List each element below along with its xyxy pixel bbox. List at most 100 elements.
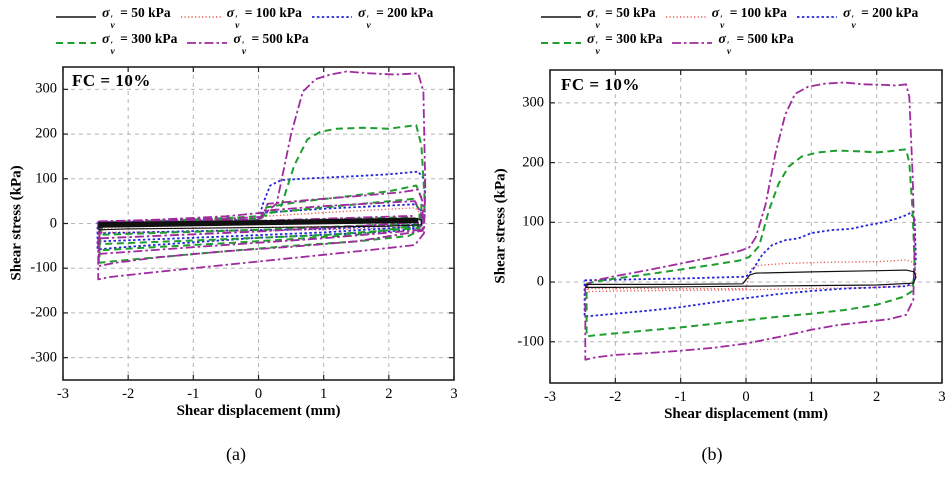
- legend-item-300kpa: σ ′ v = 300 kPa: [55, 31, 178, 57]
- x-tick-label: -3: [543, 389, 557, 405]
- prime-mark: ′: [241, 41, 245, 51]
- legend-label: σ ′ v = 500 kPa: [233, 31, 309, 57]
- x-tick-label: 3: [938, 389, 946, 405]
- sigma-prime-sub: ′ v: [720, 15, 725, 31]
- legend-value-text: = 100 kPa: [726, 5, 787, 20]
- legend: σ ′ v = 50 kPa σ ′ v = 100 kPa σ ′ v = 200 kPa σ ′…: [55, 5, 433, 57]
- x-tick-label: 0: [742, 389, 750, 405]
- legend-item-50kpa: σ ′ v = 50 kPa: [540, 5, 656, 31]
- sigma-prime-sub: ′ v: [366, 15, 370, 31]
- legend-swatch-200kpa-line: [311, 16, 352, 18]
- legend-row: σ ′ v = 50 kPa σ ′ v = 100 kPa σ ′ v = 200 kPa: [55, 5, 433, 31]
- subscript-v: v: [720, 21, 725, 31]
- prime-mark: ′: [851, 15, 855, 25]
- sigma-symbol: σ: [226, 6, 235, 21]
- legend-value-text: = 300 kPa: [601, 31, 663, 46]
- prime-mark: ′: [726, 41, 730, 51]
- legend-value-text: = 50 kPa: [116, 5, 171, 20]
- y-tick-label: -300: [30, 349, 57, 366]
- caption-b: (b): [701, 444, 723, 464]
- sigma-prime-sub: ′ v: [595, 41, 600, 57]
- y-tick-label: -100: [517, 333, 544, 350]
- legend-swatch-100kpa-line: [665, 16, 706, 18]
- x-tick-label: -2: [122, 386, 135, 402]
- series-group: [96, 70, 427, 281]
- legend-value-text: = 500 kPa: [248, 31, 309, 46]
- panel-b: σ ′ v = 50 kPa σ ′ v = 100 kPa σ ′ v = 200 kPa σ ′…: [476, 0, 952, 481]
- legend-swatch-300kpa-line: [56, 42, 96, 44]
- sigma-prime-sub: ′ v: [110, 41, 115, 57]
- legend-label: σ ′ v = 500 kPa: [718, 31, 793, 57]
- x-tick-label: -2: [609, 389, 622, 405]
- legend-swatch-50kpa-line: [541, 16, 581, 18]
- series-300-kpa: [585, 148, 916, 338]
- legend-label: σ ′ v = 100 kPa: [226, 5, 302, 31]
- subscript-v: v: [241, 47, 247, 57]
- legend-item-50kpa: σ ′ v = 50 kPa: [55, 5, 171, 31]
- legend-label: σ ′ v = 300 kPa: [587, 31, 663, 57]
- sigma-prime-sub: ′ v: [595, 15, 600, 31]
- series-500-kpa: [97, 70, 427, 281]
- sigma-symbol: σ: [587, 32, 595, 47]
- series-200-kpa: [96, 170, 426, 251]
- prime-mark: ′: [720, 15, 723, 25]
- subscript-v: v: [726, 47, 732, 57]
- legend-label: σ ′ v = 200 kPa: [357, 5, 433, 31]
- legend-item-100kpa: σ ′ v = 100 kPa: [665, 5, 787, 31]
- x-tick-label: 1: [320, 386, 328, 402]
- legend-item-200kpa: σ ′ v = 200 kPa: [311, 5, 433, 31]
- sigma-symbol: σ: [718, 32, 726, 47]
- y-tick-label: 200: [35, 125, 57, 142]
- legend-swatch-200kpa-line: [796, 16, 837, 18]
- legend-value-text: = 300 kPa: [116, 31, 178, 46]
- panel-a: σ ′ v = 50 kPa σ ′ v = 100 kPa σ ′ v = 200 kPa σ ′…: [9, 5, 458, 464]
- legend-item-200kpa: σ ′ v = 200 kPa: [796, 5, 919, 31]
- series-50-kpa: [98, 217, 419, 228]
- y-tick-label: 0: [49, 215, 57, 231]
- legend-row: σ ′ v = 300 kPa σ ′ v = 500 kPa: [55, 31, 433, 57]
- prime-mark: ′: [110, 41, 114, 51]
- fc-annotation: FC = 10%: [72, 71, 151, 90]
- x-tick-label: 3: [450, 386, 458, 402]
- y-tick-label: -200: [30, 304, 57, 321]
- sigma-symbol: σ: [842, 6, 851, 21]
- x-tick-label: 1: [807, 389, 815, 405]
- prime-mark: ′: [110, 15, 114, 25]
- subscript-v: v: [851, 21, 856, 31]
- prime-mark: ′: [595, 15, 599, 25]
- y-tick-label: 100: [522, 213, 544, 230]
- x-tick-label: 2: [385, 386, 393, 402]
- legend-swatch-100kpa-line: [180, 16, 221, 18]
- x-tick-label: 0: [254, 386, 263, 402]
- plot-area-b: [549, 69, 943, 384]
- x-tick-label: -1: [674, 389, 687, 405]
- series-200-kpa: [583, 211, 917, 318]
- sigma-prime-sub: ′ v: [726, 41, 732, 57]
- legend-item-300kpa: σ ′ v = 300 kPa: [540, 31, 663, 57]
- x-tick-label: -1: [187, 386, 200, 402]
- x-axis-title: Shear displacement (mm): [176, 403, 341, 419]
- y-tick-label: 0: [536, 273, 544, 290]
- sigma-prime-sub: ′ v: [110, 15, 115, 31]
- subscript-v: v: [110, 21, 115, 31]
- prime-mark: ′: [595, 41, 599, 51]
- legend-value-text: = 100 kPa: [241, 5, 302, 20]
- legend-row: σ ′ v = 300 kPa σ ′ v = 500 kPa: [540, 31, 918, 57]
- y-tick-label: 100: [35, 170, 57, 187]
- legend-label: σ ′ v = 200 kPa: [842, 5, 919, 31]
- sigma-symbol: σ: [102, 32, 110, 47]
- plot-area-a: [62, 66, 455, 381]
- series-group: [583, 81, 917, 361]
- legend-swatch-500kpa-line: [672, 42, 713, 44]
- series-500-kpa: [97, 188, 424, 267]
- sigma-symbol: σ: [357, 6, 366, 21]
- subscript-v: v: [595, 47, 600, 57]
- legend-label: σ ′ v = 100 kPa: [712, 5, 787, 31]
- y-tick-label: 300: [35, 80, 57, 97]
- subscript-v: v: [235, 21, 240, 31]
- legend-row: σ ′ v = 50 kPa σ ′ v = 100 kPa σ ′ v = 200 kPa: [540, 5, 919, 31]
- legend-value-text: = 200 kPa: [857, 5, 919, 20]
- prime-mark: ′: [235, 15, 238, 25]
- y-tick-label: -100: [30, 259, 57, 276]
